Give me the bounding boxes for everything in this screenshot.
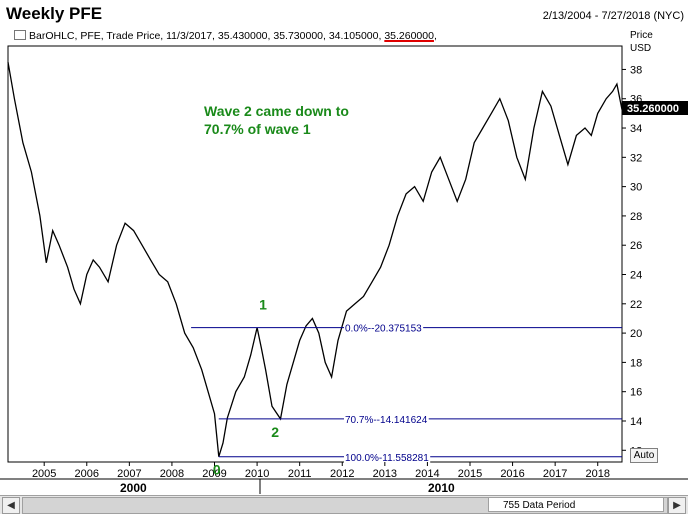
y-tick-label: 16 (630, 387, 642, 399)
wave-labels: 0 1 2 (213, 297, 279, 478)
x-tick-label: 2014 (415, 468, 439, 480)
price-series (7, 61, 623, 457)
x-tick-label: 2018 (585, 468, 609, 480)
y-tick-label: 24 (630, 270, 642, 282)
scroll-left-arrow-icon[interactable]: ◀ (2, 497, 20, 514)
fib-label: 0.0%--20.375153 (345, 324, 422, 335)
bar-info-prefix: BarOHLC, PFE, Trade Price, 11/3/2017, 35… (29, 30, 385, 42)
x-tick-label: 2012 (330, 468, 354, 480)
y-axis-price-label: Price (630, 30, 653, 41)
y-tick-label: 28 (630, 211, 642, 223)
fib-label: 100.0%-11.558281 (345, 453, 429, 464)
scrollbar[interactable]: ◀ 755 Data Period ▶ (0, 495, 688, 514)
price-line (7, 61, 623, 457)
wave-label: 0 (213, 462, 221, 478)
decade-label-2010: 2010 (428, 481, 455, 495)
fib-label: 70.7%--14.141624 (345, 415, 428, 426)
x-tick-label: 2005 (32, 468, 56, 480)
x-tick-label: 2009 (202, 468, 226, 480)
y-tick-label: 32 (630, 152, 642, 164)
decade-label-2000: 2000 (120, 481, 147, 495)
x-tick-label: 2016 (500, 468, 524, 480)
bar-info-suffix: , (433, 30, 437, 42)
fib-label-bg (344, 452, 431, 464)
y-tick-label: 22 (630, 299, 642, 311)
y-tick-label: 18 (630, 357, 642, 369)
wave-label: 2 (271, 424, 279, 440)
annotation-line-1: Wave 2 came down to (204, 103, 349, 119)
bar-description: BarOHLC, PFE, Trade Price, 11/3/2017, 35… (14, 30, 437, 42)
x-axis: 2005 2006 2007 2008 2009 2010 2011 2012 2013 2014… (0, 462, 688, 480)
last-price-label: 35.260000 (627, 103, 679, 115)
y-axis-unit-label: USD (630, 43, 651, 54)
x-tick-label: 2015 (458, 468, 482, 480)
bar-settings-icon[interactable] (14, 30, 26, 40)
plot-area (7, 45, 623, 463)
price-chart[interactable]: 0.0%--20.375153 70.7%--14.141624 100.0%-11… (0, 0, 688, 495)
y-tick-label: 26 (630, 240, 642, 252)
x-tick-label: 2006 (75, 468, 99, 480)
fib-label-bg (344, 323, 424, 335)
fib-label-bg (344, 414, 429, 426)
y-tick-label: 14 (630, 416, 642, 428)
fibonacci-levels: 0.0%--20.375153 70.7%--14.141624 100.0%-11… (191, 323, 622, 464)
x-tick-label: 2017 (543, 468, 567, 480)
y-tick-label: 34 (630, 123, 642, 135)
data-period-field[interactable]: 755 Data Period (488, 497, 664, 512)
y-tick-label: 30 (630, 182, 642, 194)
x-tick-label: 2008 (160, 468, 184, 480)
y-tick-label: 38 (630, 64, 642, 76)
x-tick-label: 2010 (245, 468, 269, 480)
annotation-line-2: 70.7% of wave 1 (204, 121, 311, 137)
y-tick-label: 20 (630, 328, 642, 340)
last-price-box (622, 101, 688, 115)
chart-title: Weekly PFE (6, 4, 103, 23)
scroll-right-arrow-icon[interactable]: ▶ (668, 497, 686, 514)
auto-scale-button[interactable]: Auto (630, 448, 658, 463)
date-range: 2/13/2004 - 7/27/2018 (NYC) (542, 10, 684, 22)
x-tick-label: 2011 (288, 468, 312, 480)
x-tick-label: 2007 (117, 468, 141, 480)
wave-label: 1 (259, 297, 267, 313)
bar-info-close: 35.260000 (384, 30, 434, 42)
y-axis: 1214161820222426283032343638 (622, 64, 642, 457)
x-tick-label: 2013 (373, 468, 397, 480)
